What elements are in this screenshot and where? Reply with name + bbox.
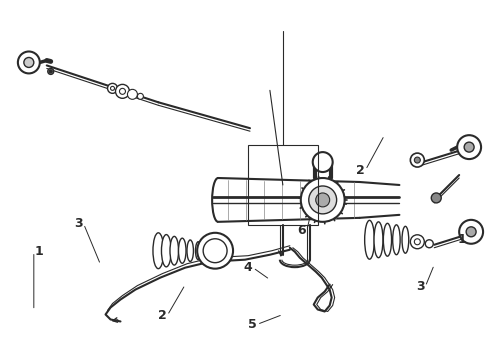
Ellipse shape	[374, 222, 383, 258]
Circle shape	[48, 68, 54, 75]
Ellipse shape	[204, 244, 208, 258]
Ellipse shape	[178, 238, 186, 263]
Text: 2: 2	[356, 163, 365, 176]
Circle shape	[309, 186, 337, 214]
Circle shape	[18, 51, 40, 73]
Circle shape	[410, 153, 424, 167]
Ellipse shape	[365, 220, 374, 259]
Circle shape	[464, 142, 474, 152]
Text: 2: 2	[158, 309, 167, 322]
Ellipse shape	[402, 226, 409, 253]
Circle shape	[410, 235, 424, 249]
Circle shape	[111, 86, 115, 90]
Circle shape	[197, 233, 233, 269]
Circle shape	[459, 220, 483, 244]
Circle shape	[457, 135, 481, 159]
Text: 4: 4	[244, 261, 252, 274]
Text: 6: 6	[297, 224, 306, 237]
Circle shape	[415, 157, 420, 163]
Circle shape	[425, 240, 433, 248]
Text: 3: 3	[416, 280, 425, 293]
Circle shape	[431, 193, 441, 203]
Text: 1: 1	[458, 233, 466, 246]
Ellipse shape	[196, 242, 201, 260]
Circle shape	[313, 152, 333, 172]
Text: 3: 3	[74, 217, 83, 230]
Circle shape	[137, 93, 144, 99]
Circle shape	[415, 239, 420, 245]
Circle shape	[120, 88, 125, 94]
Circle shape	[116, 84, 129, 98]
Ellipse shape	[170, 237, 178, 265]
Ellipse shape	[383, 223, 392, 256]
Circle shape	[316, 193, 330, 207]
Ellipse shape	[392, 225, 400, 255]
Text: 5: 5	[247, 318, 256, 331]
Circle shape	[203, 239, 227, 263]
Ellipse shape	[162, 235, 171, 267]
Bar	[248, 145, 318, 225]
Circle shape	[24, 58, 34, 67]
Text: 1: 1	[34, 245, 43, 258]
Circle shape	[107, 84, 118, 93]
Circle shape	[127, 89, 137, 99]
Ellipse shape	[153, 233, 164, 269]
Circle shape	[301, 178, 344, 222]
Circle shape	[466, 227, 476, 237]
Ellipse shape	[187, 240, 194, 261]
Circle shape	[49, 70, 52, 73]
